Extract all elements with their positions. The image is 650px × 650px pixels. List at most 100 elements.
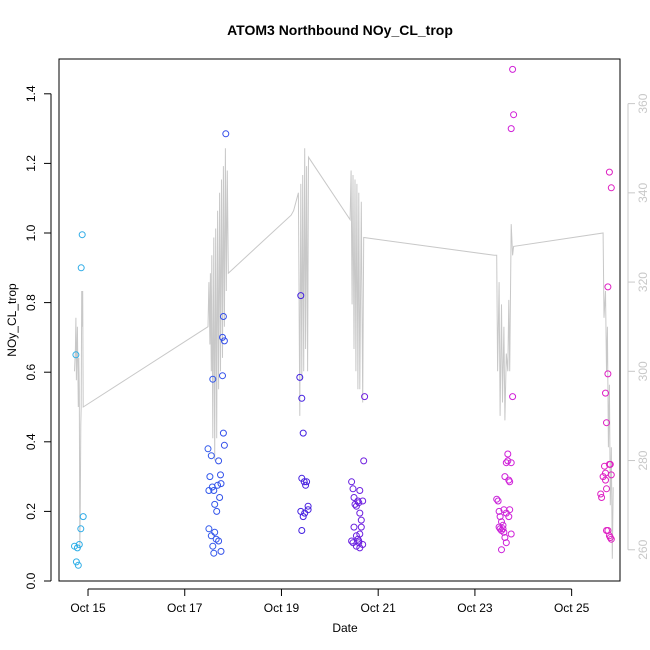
data-point xyxy=(204,445,212,453)
x-tick-label: Oct 19 xyxy=(264,601,300,615)
data-point xyxy=(349,485,357,493)
data-point xyxy=(206,473,214,481)
data-point xyxy=(299,513,307,521)
data-point xyxy=(217,471,224,479)
data-point xyxy=(349,539,357,547)
y2-tick-label: 360 xyxy=(636,93,650,113)
data-point xyxy=(603,419,610,427)
data-point xyxy=(72,558,80,566)
data-point xyxy=(77,525,85,533)
data-point xyxy=(603,485,610,493)
data-point xyxy=(602,389,609,397)
data-point xyxy=(219,313,227,320)
data-point xyxy=(496,525,504,533)
data-point xyxy=(214,481,222,489)
data-point xyxy=(495,507,503,515)
data-point xyxy=(302,481,310,489)
data-point xyxy=(501,534,509,541)
data-point xyxy=(211,528,219,536)
data-point xyxy=(504,450,512,458)
data-point xyxy=(360,457,368,465)
data-point xyxy=(359,497,367,505)
data-point xyxy=(216,494,224,501)
x-axis-label: Date xyxy=(332,621,358,635)
data-point xyxy=(213,507,221,515)
data-point xyxy=(605,168,613,176)
data-point xyxy=(606,460,614,468)
y-tick-label: 0.8 xyxy=(24,294,38,311)
data-point xyxy=(607,471,615,479)
data-point xyxy=(211,500,219,508)
data-point xyxy=(509,65,517,73)
data-point xyxy=(297,292,305,300)
data-point xyxy=(493,495,501,503)
data-point xyxy=(298,527,306,534)
data-point xyxy=(356,487,364,494)
y2-tick-label: 260 xyxy=(636,539,650,559)
data-point xyxy=(220,337,228,345)
data-point xyxy=(209,375,217,383)
plot-frame xyxy=(58,58,621,582)
data-point xyxy=(496,513,504,521)
data-point xyxy=(498,546,505,554)
data-point xyxy=(219,333,226,341)
data-point xyxy=(300,478,308,486)
data-point xyxy=(74,561,82,569)
data-point xyxy=(598,494,606,501)
x-tick-label: Oct 23 xyxy=(457,601,493,615)
x-tick-label: Oct 17 xyxy=(167,601,203,615)
data-point xyxy=(217,480,225,488)
data-point xyxy=(77,264,85,272)
y2-tick-label: 320 xyxy=(636,272,650,292)
y-axis-right: 260 280 300 320 340 360 xyxy=(627,93,650,560)
data-point xyxy=(217,547,225,555)
data-point xyxy=(509,393,517,401)
data-point xyxy=(205,525,213,533)
x-axis: Oct 15 Oct 17 Oct 19 Oct 21 Oct 23 Oct 25 xyxy=(70,588,590,615)
temperature-line-series xyxy=(74,148,614,559)
data-point xyxy=(502,459,510,467)
data-point xyxy=(357,523,365,531)
data-point xyxy=(504,457,512,465)
data-point xyxy=(210,487,218,494)
data-point xyxy=(303,478,311,486)
y2-tick-label: 300 xyxy=(636,361,650,381)
data-point xyxy=(507,459,515,467)
x-tick-label: Oct 15 xyxy=(70,601,106,615)
data-point xyxy=(500,528,508,536)
data-point xyxy=(210,549,218,557)
data-point xyxy=(75,541,83,548)
data-point xyxy=(607,184,615,192)
y2-tick-label: 280 xyxy=(636,450,650,470)
series-line-path xyxy=(74,148,614,559)
data-point xyxy=(299,429,307,437)
data-point xyxy=(502,539,510,547)
data-point xyxy=(359,541,367,548)
data-point xyxy=(298,394,306,402)
data-point xyxy=(219,372,226,380)
data-point xyxy=(499,525,507,533)
y-tick-label: 1.4 xyxy=(24,85,38,102)
x-tick-label: Oct 21 xyxy=(361,601,397,615)
data-point xyxy=(506,478,514,486)
data-point xyxy=(356,509,364,517)
y-tick-label: 0.6 xyxy=(24,364,38,381)
data-point xyxy=(597,490,605,498)
data-point xyxy=(507,530,515,538)
data-point xyxy=(79,513,87,521)
chart-title: ATOM3 Northbound NOy_CL_trop xyxy=(227,22,453,38)
data-point xyxy=(219,429,227,437)
data-point xyxy=(599,473,607,481)
data-point xyxy=(301,509,309,517)
data-point xyxy=(501,473,509,481)
data-point xyxy=(507,125,515,133)
data-point xyxy=(72,351,80,359)
data-point xyxy=(348,537,356,545)
y-tick-label: 0.2 xyxy=(24,503,38,520)
scatter-points xyxy=(71,65,615,569)
data-point xyxy=(510,111,518,119)
y-tick-label: 0.4 xyxy=(24,433,38,450)
data-point xyxy=(607,535,615,543)
y-tick-label: 1.2 xyxy=(24,155,38,172)
